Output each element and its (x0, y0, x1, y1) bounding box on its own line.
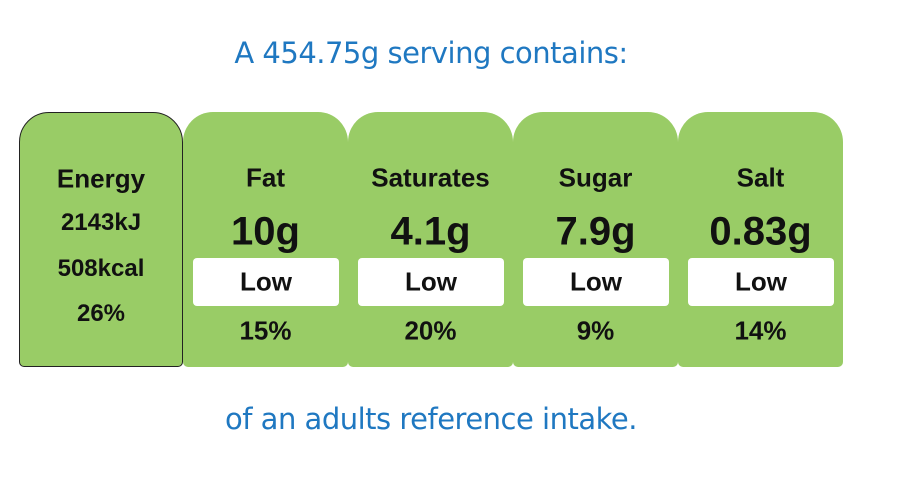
nutrient-level: Low (735, 266, 787, 297)
level-badge: Low (688, 258, 834, 306)
energy-percent: 26% (76, 300, 126, 327)
nutrient-name: Fat (246, 162, 285, 193)
nutrient-level: Low (240, 266, 292, 297)
nutrient-panel: Fat 10g Low 15% (183, 112, 348, 367)
nutrient-level: Low (570, 266, 622, 297)
energy-label: Energy (56, 163, 146, 194)
nutrient-name: Saturates (371, 162, 490, 193)
nutrient-amount: 4.1g (390, 209, 471, 254)
energy-panel: Energy 2143kJ 508kcal 26% (19, 112, 183, 367)
title: A 454.75g serving contains: (234, 36, 628, 70)
nutrient-panel: Salt 0.83g Low 14% (678, 112, 843, 367)
nutrient-amount: 7.9g (555, 209, 636, 254)
level-badge: Low (358, 258, 504, 306)
nutrient-name: Salt (736, 162, 785, 193)
nutrient-percent: 9% (576, 315, 615, 346)
level-badge: Low (193, 258, 339, 306)
footer: of an adults reference intake. (225, 402, 637, 436)
nutrient-panel: Saturates 4.1g Low 20% (348, 112, 513, 367)
nutrient-percent: 14% (734, 315, 787, 346)
nutrient-percent: 15% (239, 315, 292, 346)
energy-kj: 2143kJ (60, 209, 142, 236)
nutrient-name: Sugar (558, 162, 633, 193)
nutrient-percent: 20% (404, 315, 457, 346)
level-badge: Low (523, 258, 669, 306)
nutrient-level: Low (405, 266, 457, 297)
nutrient-amount: 0.83g (709, 209, 812, 254)
nutrient-panel: Sugar 7.9g Low 9% (513, 112, 678, 367)
energy-kcal: 508kcal (57, 255, 145, 282)
nutrient-amount: 10g (231, 209, 300, 254)
